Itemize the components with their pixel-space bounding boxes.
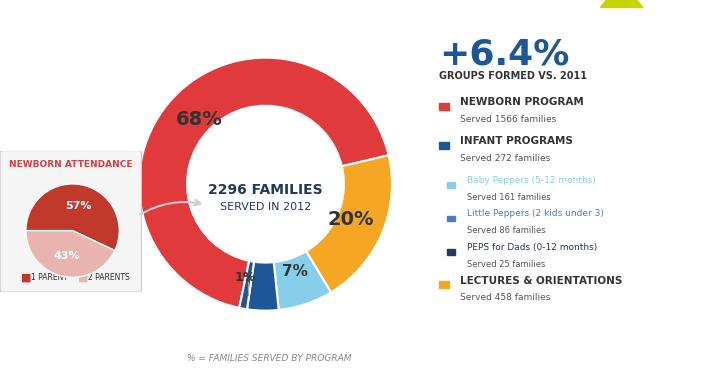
Text: INFANT PROGRAMS: INFANT PROGRAMS [460,137,573,146]
Text: Little Peppers (2 kids under 3): Little Peppers (2 kids under 3) [467,209,604,218]
Wedge shape [306,155,392,292]
Wedge shape [247,262,279,311]
Text: Served 161 families: Served 161 families [467,193,550,202]
Text: % = FAMILIES SERVED BY PROGRAM: % = FAMILIES SERVED BY PROGRAM [187,354,351,363]
Text: Served 25 families: Served 25 families [467,260,545,269]
Text: 57%: 57% [65,201,91,211]
Bar [447,182,455,188]
Bar [439,281,449,288]
Bar [439,103,449,110]
Text: ■: ■ [21,273,32,283]
FancyBboxPatch shape [0,151,142,292]
Wedge shape [239,261,254,309]
Text: 1 PARENT: 1 PARENT [31,273,68,282]
Wedge shape [274,251,331,310]
Text: 43%: 43% [54,251,80,261]
Text: SERVED IN 2012: SERVED IN 2012 [220,202,311,212]
Text: 1%: 1% [234,271,256,284]
Text: GROUPS FORMED VS. 2011: GROUPS FORMED VS. 2011 [439,71,587,81]
Text: Baby Peppers (5-12 months): Baby Peppers (5-12 months) [467,176,595,185]
Text: ■: ■ [78,273,88,283]
Text: Served 1566 families: Served 1566 families [460,115,556,124]
Polygon shape [600,0,643,7]
Text: LECTURES & ORIENTATIONS: LECTURES & ORIENTATIONS [460,276,622,286]
Text: NEWBORN PROGRAM: NEWBORN PROGRAM [460,97,584,107]
Text: 2296 FAMILIES: 2296 FAMILIES [208,183,323,198]
Bar [447,216,455,221]
Wedge shape [25,231,115,278]
Text: Served 86 families: Served 86 families [467,226,545,235]
Wedge shape [139,58,389,308]
Text: 7%: 7% [282,264,308,279]
Wedge shape [25,184,120,250]
Text: Served 272 families: Served 272 families [460,154,550,163]
Text: 2 PARENTS: 2 PARENTS [88,273,130,282]
Text: PEPS for Dads (0-12 months): PEPS for Dads (0-12 months) [467,243,597,252]
Text: NEWBORN ATTENDANCE: NEWBORN ATTENDANCE [9,160,132,170]
Bar [439,142,449,149]
Text: Served 458 families: Served 458 families [460,293,551,302]
Text: 20%: 20% [327,211,374,230]
Bar [447,249,455,255]
Text: +6.4%: +6.4% [439,37,569,71]
Text: 68%: 68% [176,110,223,129]
